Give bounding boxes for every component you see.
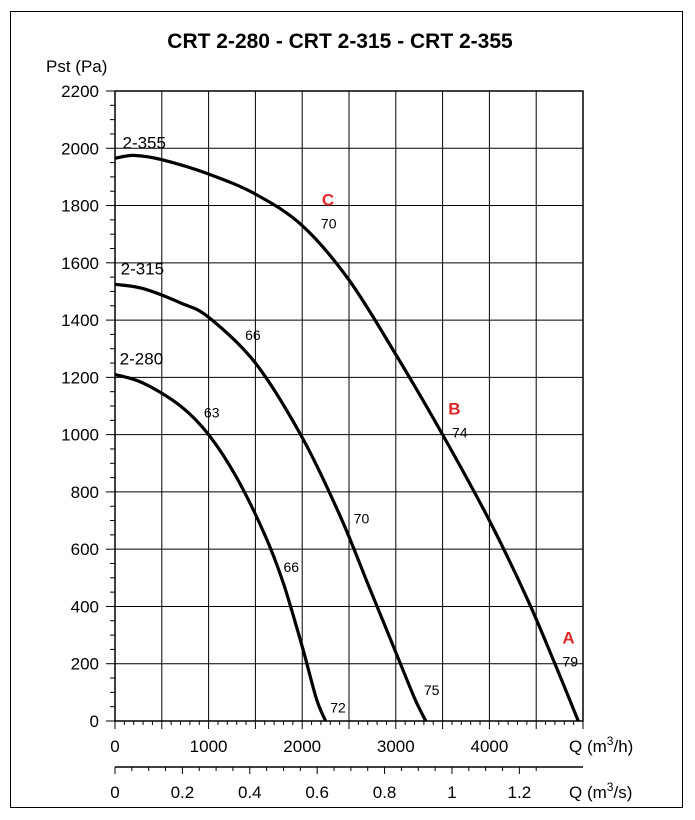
x2-tick-label: 0.6 xyxy=(305,783,329,802)
point-label: 70 xyxy=(321,215,337,231)
curve-label: 2-355 xyxy=(122,133,165,152)
curve-2-280 xyxy=(114,372,328,722)
y-tick-label: 600 xyxy=(71,540,99,559)
y-axis-label: Pst (Pa) xyxy=(46,57,107,76)
x2-tick-label: 0.4 xyxy=(238,783,262,802)
x-tick-label: 4000 xyxy=(470,737,508,756)
curve-2-315 xyxy=(114,282,428,722)
point-label: 70 xyxy=(354,510,370,526)
point-label: 79 xyxy=(562,654,578,670)
curve-2-355 xyxy=(114,153,580,722)
y-tick-label: 1800 xyxy=(61,197,99,216)
y-tick-label: 1400 xyxy=(61,311,99,330)
marker-B: B xyxy=(448,400,460,419)
y-tick-label: 200 xyxy=(71,655,99,674)
marker-A: A xyxy=(562,629,574,648)
x2-tick-label: 1 xyxy=(447,783,456,802)
y-tick-label: 1200 xyxy=(61,368,99,387)
x2-tick-label: 0.2 xyxy=(171,783,195,802)
point-label: 66 xyxy=(245,327,261,343)
point-label: 63 xyxy=(204,404,220,420)
y-tick-label: 2000 xyxy=(61,139,99,158)
point-label: 75 xyxy=(424,682,440,698)
y-tick-label: 1000 xyxy=(61,426,99,445)
chart-frame xyxy=(10,11,683,808)
point-label: 74 xyxy=(452,425,468,441)
x-tick-label: 3000 xyxy=(377,737,415,756)
curve-label: 2-315 xyxy=(121,259,164,278)
x2-axis-label: Q (m3/s) xyxy=(569,780,632,802)
point-label: 66 xyxy=(283,559,299,575)
x-axis-label: Q (m3/h) xyxy=(569,734,633,756)
x2-tick-label: 0 xyxy=(110,783,119,802)
chart-title: CRT 2-280 - CRT 2-315 - CRT 2-355 xyxy=(167,30,513,53)
marker-C: C xyxy=(322,191,334,210)
x-tick-label: 1000 xyxy=(190,737,228,756)
x2-tick-label: 1.2 xyxy=(508,783,532,802)
y-tick-label: 400 xyxy=(71,597,99,616)
y-tick-label: 0 xyxy=(90,712,99,731)
y-tick-label: 800 xyxy=(71,483,99,502)
curve-label: 2-280 xyxy=(120,349,163,368)
x-tick-label: 2000 xyxy=(283,737,321,756)
x-tick-label: 0 xyxy=(110,737,119,756)
y-tick-label: 2200 xyxy=(61,82,99,101)
point-label: 72 xyxy=(330,699,346,715)
y-tick-label: 1600 xyxy=(61,254,99,273)
x2-tick-label: 0.8 xyxy=(373,783,397,802)
